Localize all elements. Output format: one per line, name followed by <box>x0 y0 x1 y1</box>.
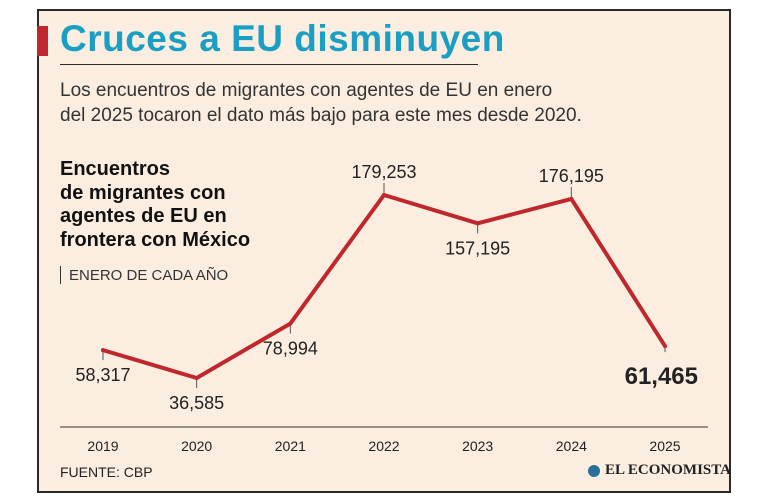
data-point <box>288 321 293 326</box>
data-label: 78,994 <box>263 339 318 359</box>
data-point <box>382 193 386 197</box>
x-tick-label: 2019 <box>87 438 118 454</box>
subheading-divider <box>60 266 61 284</box>
data-label: 61,465 <box>625 363 698 390</box>
data-point <box>569 196 574 201</box>
data-point <box>194 376 199 380</box>
page-title: Cruces a EU disminuyen <box>60 18 505 59</box>
source-note: FUENTE: CBP <box>60 464 153 480</box>
chart-subheading: ENERO DE CADA AÑO <box>60 266 228 284</box>
data-label: 157,195 <box>445 238 510 258</box>
data-point <box>101 348 105 353</box>
title-underline <box>60 64 478 65</box>
chart-heading: Encuentros de migrantes con agentes de E… <box>60 158 251 251</box>
data-label: 36,585 <box>169 393 224 413</box>
logo-mark-icon <box>588 464 600 477</box>
x-tick-label: 2023 <box>462 438 493 454</box>
data-label: 58,317 <box>75 365 130 385</box>
x-tick-label: 2020 <box>181 438 212 454</box>
data-point <box>663 344 667 349</box>
series-line <box>101 193 667 380</box>
title-accent-bar <box>37 26 48 56</box>
publisher-logo: EL ECONOMISTA <box>588 462 731 479</box>
data-point <box>475 221 480 226</box>
x-tick-label: 2021 <box>275 438 306 454</box>
page-subtitle: Los encuentros de migrantes con agentes … <box>60 80 582 126</box>
infographic-frame <box>37 9 731 493</box>
logo-text: EL ECONOMISTA <box>605 462 731 478</box>
data-label: 176,195 <box>539 166 604 186</box>
x-tick-label: 2022 <box>368 438 399 454</box>
chart-subheading-text: ENERO DE CADA AÑO <box>69 267 229 284</box>
x-tick-label: 2024 <box>556 438 587 454</box>
x-tick-label: 2025 <box>649 438 680 454</box>
data-label: 179,253 <box>351 162 416 182</box>
